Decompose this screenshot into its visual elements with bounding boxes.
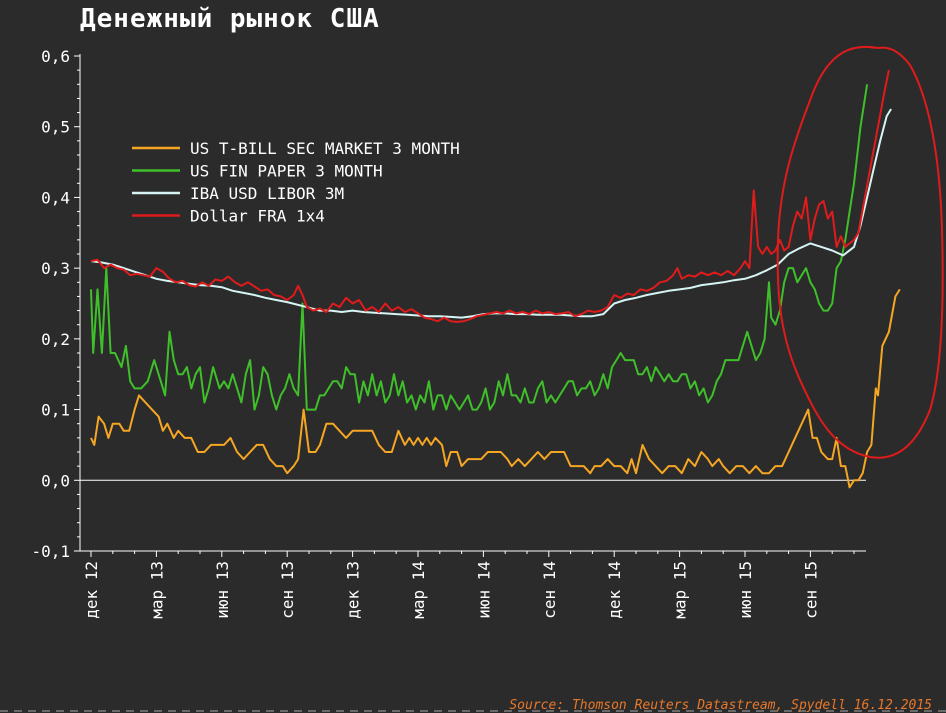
annotation <box>776 45 944 459</box>
y-tick-label: 0,6 <box>41 47 70 66</box>
x-tick-label: дек 13 <box>344 561 363 619</box>
legend-label: Dollar FRA 1x4 <box>190 207 325 226</box>
series-line-tbill <box>90 288 901 489</box>
x-tick-label: сен 13 <box>278 561 297 619</box>
x-tick-label: мар 15 <box>671 561 690 619</box>
annotation-ellipse <box>776 45 944 459</box>
y-tick-label: 0,4 <box>41 188 70 207</box>
series-line-fra <box>90 69 890 323</box>
x-tick-label: июн 15 <box>736 561 755 619</box>
x-tick-label: сен 15 <box>801 561 820 619</box>
legend-label: US T-BILL SEC MARKET 3 MONTH <box>190 139 460 158</box>
x-tick-label: мар 13 <box>147 561 166 619</box>
source-note: Source: Thomson Reuters Datastream, Spyd… <box>509 698 932 713</box>
chart-title: Денежный рынок США <box>80 4 380 34</box>
x-tick-label: июн 13 <box>213 561 232 619</box>
y-tick-label: 0,1 <box>41 401 70 420</box>
legend-label: IBA USD LIBOR 3M <box>190 184 344 203</box>
y-tick-label: -0,1 <box>31 542 70 561</box>
x-tick-label: дек 12 <box>82 561 101 619</box>
legend: US T-BILL SEC MARKET 3 MONTH US FIN PAPER… <box>132 139 460 226</box>
x-tick-label: июн 14 <box>474 561 493 619</box>
y-tick-label: 0,0 <box>41 471 70 490</box>
x-tick-label: дек 14 <box>605 561 624 619</box>
y-tick-label: 0,3 <box>41 259 70 278</box>
x-tick-label: мар 14 <box>409 561 428 619</box>
y-tick-label: 0,5 <box>41 118 70 137</box>
axes: -0,1 0,0 0,1 0,2 0,3 0,4 0,5 0,6 дек 12 мар 13 июн… <box>0 47 946 712</box>
y-tick-label: 0,2 <box>41 330 70 349</box>
legend-label: US FIN PAPER 3 MONTH <box>190 162 383 181</box>
series-lines <box>90 69 901 489</box>
series-line-finpaper <box>90 84 869 411</box>
x-tick-label: сен 14 <box>540 561 559 619</box>
